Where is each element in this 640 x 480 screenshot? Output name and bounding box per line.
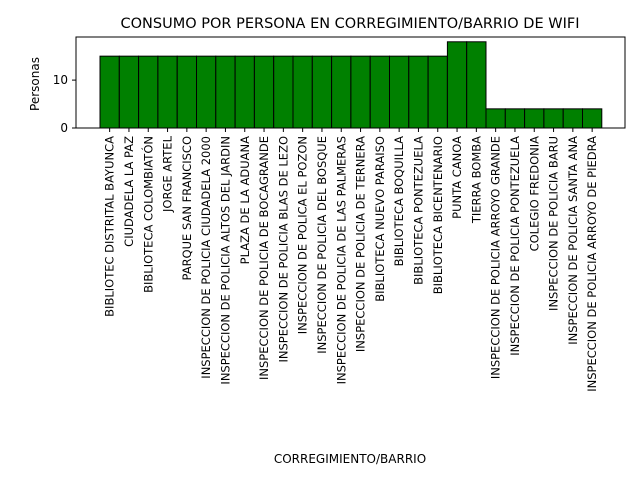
x-tick-label: BIBLIOTECA PONTEZUELA — [411, 136, 425, 285]
x-tick-label: INSPECCION DE POLICIA PONTEZUELA — [508, 136, 522, 356]
x-tick-label: TIERRA BOMBA — [469, 136, 483, 224]
bar — [176, 55, 197, 129]
plot-frame — [75, 36, 626, 129]
bar — [446, 41, 468, 129]
x-tick-label: INSPECCION DE POLICIA DEL BOSQUE — [315, 136, 329, 354]
bar — [234, 55, 255, 129]
bars-group — [99, 41, 603, 129]
x-tick-label: INSPECCION DE POLICIA DE BOCAGRANDE — [257, 136, 271, 380]
bar — [543, 108, 564, 129]
y-axis: 0 10 — [53, 73, 76, 135]
x-axis-label: CORREGIMIENTO/BARRIO — [274, 452, 426, 466]
x-tick-label: INSPECCION DE POLICA EL POZON — [296, 136, 310, 334]
bar — [408, 55, 429, 129]
chart-title: CONSUMO POR PERSONA EN CORREGIMIENTO/BAR… — [121, 16, 580, 32]
bar — [99, 55, 120, 129]
y-axis-label: Personas — [28, 57, 42, 111]
x-tick-label: INSPECCION DE POLICIA CIUDADELA 2000 — [199, 136, 213, 379]
x-tick-label: BIBLIOTECA BOQUILLA — [392, 136, 406, 267]
x-tick-label: INSPECCION DE POLICIA DE LAS PALMERAS — [334, 136, 348, 384]
x-tick-label: INSPECCION DE POLICIA SANTA ANA — [566, 136, 580, 345]
x-tick-label: CIUDADELA LA PAZ — [122, 136, 136, 247]
x-tick-label: INSPECCION DE POLICIA ARROYO DE PIEDRA — [585, 136, 599, 392]
bar — [331, 55, 352, 129]
bar — [350, 55, 371, 129]
x-tick-label: INSPECCION DE POLICIA ALTOS DEL JARDIN — [218, 136, 232, 385]
bar — [311, 55, 333, 129]
x-tick-label: PUNTA CANOA — [450, 136, 464, 219]
x-tick-label: BIBLIOTEC DISTRITAL BAYUNCA — [103, 136, 117, 317]
x-tick-label: COLEGIO FREDONIA — [527, 136, 541, 252]
bar — [524, 108, 545, 129]
bar — [138, 55, 159, 129]
bar — [196, 55, 217, 129]
x-tick-label: INSPECCION DE POLICIA DE TERNERA — [354, 136, 368, 352]
x-tick-label: BIBLIOTECA NUEVO PARAISO — [373, 136, 387, 302]
bar — [562, 108, 584, 129]
bar — [427, 55, 448, 129]
bar — [504, 108, 526, 129]
bar — [485, 108, 506, 129]
x-tick-label: BIBLIOTECA COLOMBIATÓN — [140, 136, 155, 293]
y-tick-label: 10 — [53, 73, 68, 87]
x-tick-label: JORGE ARTEL — [161, 135, 175, 213]
x-tick-label: BIBLIOTECA BICENTENARIO — [431, 136, 445, 294]
x-tick-label: INSPECCION DE POLICIA ARROYO GRANDE — [489, 136, 503, 379]
bar — [118, 55, 140, 129]
bar — [369, 55, 391, 129]
x-axis: BIBLIOTEC DISTRITAL BAYUNCA CIUDADELA LA … — [103, 128, 599, 392]
x-tick-label: INSPECCION DE POLICIA BLAS DE LEZO — [276, 136, 290, 363]
x-tick-label: INSPECCION DE POLICIA BARU — [547, 136, 561, 311]
bar — [582, 108, 603, 129]
bar — [292, 55, 313, 129]
x-tick-label: PLAZA DE LA ADUANA — [238, 136, 252, 264]
bar — [215, 55, 236, 129]
y-tick-label: 0 — [60, 121, 68, 135]
bar — [466, 41, 487, 129]
bar — [253, 55, 275, 129]
bar — [273, 55, 294, 129]
x-tick-label: PARQUE SAN FRANCISCO — [180, 136, 194, 281]
bar — [157, 55, 178, 129]
bar — [389, 55, 410, 129]
